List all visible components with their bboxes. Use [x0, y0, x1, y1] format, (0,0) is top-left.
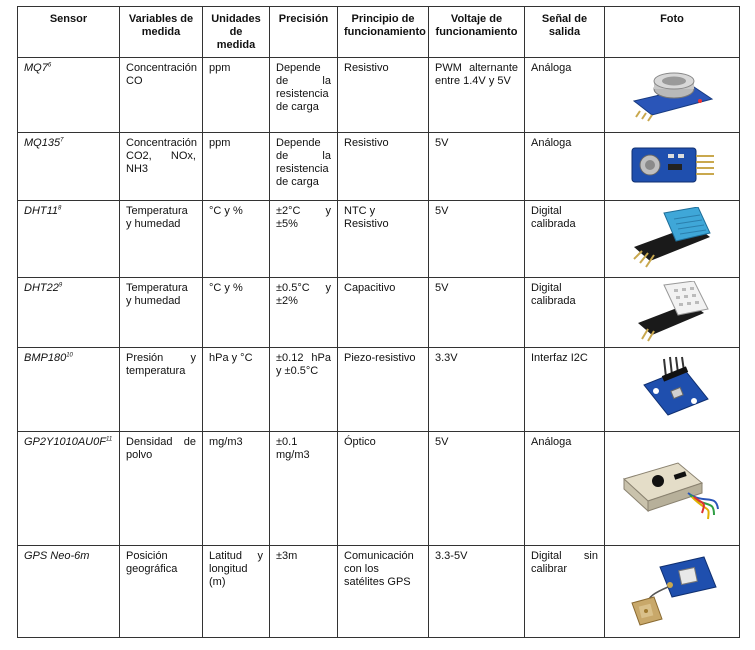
sensor-name-cell: GP2Y1010AU0F11 [17, 430, 120, 546]
reference-number: 6 [47, 61, 52, 68]
sensor-name: MQ135 [24, 136, 61, 149]
precision-cell: ±0.12 hPa y ±0.5°C [269, 346, 338, 432]
header-photo: Foto [604, 6, 740, 58]
reference-number: 10 [66, 351, 73, 358]
sensor-name-cell: BMP18010 [17, 346, 120, 432]
precision-cell: ±3m [269, 544, 338, 638]
sensor-name-cell: DHT118 [17, 199, 120, 278]
bmp180-board-icon [643, 356, 709, 416]
header-principle: Principio de funcionamiento [337, 6, 429, 58]
blue-gas-sensor-board-icon [631, 147, 714, 183]
voltage-cell: 3.3-5V [428, 544, 525, 638]
signal-cell: Digital calibrada [524, 276, 605, 348]
photo-cell [604, 346, 740, 432]
reference-number: 7 [60, 136, 64, 143]
variables-cell: Densidad de polvo [119, 430, 203, 546]
principle-cell: Capacitivo [337, 276, 429, 348]
reference-number: 9 [58, 281, 63, 288]
principle-cell: NTC y Resistivo [337, 199, 429, 278]
table-row: DHT229 Temperatura y humedad °C y % ±0.5… [17, 276, 740, 348]
sensor-name-cell: MQ1357 [17, 131, 120, 201]
voltage-cell: PWM alternante entre 1.4V y 5V [428, 56, 525, 133]
photo-cell [604, 430, 740, 546]
sensor-name-cell: DHT229 [17, 276, 120, 348]
reference-number: 8 [58, 204, 62, 211]
variables-cell: Temperatura y humedad [119, 276, 203, 348]
voltage-cell: 5V [428, 430, 525, 546]
header-voltage: Voltaje de funcionamiento [428, 6, 525, 58]
header-signal: Señal de salida [524, 6, 605, 58]
photo-cell [604, 276, 740, 348]
precision-cell: Depende de la resistencia de carga [269, 56, 338, 133]
units-cell: ppm [202, 131, 270, 201]
signal-cell: Análoga [524, 131, 605, 201]
sensor-name: BMP180 [24, 351, 67, 364]
table-row: GP2Y1010AU0F11 Densidad de polvo mg/m3 ±… [17, 430, 740, 546]
variables-cell: Presión y temperatura [119, 346, 203, 432]
voltage-cell: 5V [428, 276, 525, 348]
sensor-name-cell: GPS Neo-6m [17, 544, 120, 638]
header-sensor: Sensor [17, 6, 120, 58]
table-row: GPS Neo-6m Posición geográfica Latitud y… [17, 544, 740, 638]
units-cell: ppm [202, 56, 270, 133]
photo-cell [604, 56, 740, 133]
signal-cell: Análoga [524, 56, 605, 133]
sensor-name-cell: MQ76 [17, 56, 120, 133]
sensor-name: GP2Y1010AU0F [24, 435, 106, 448]
units-cell: °C y % [202, 276, 270, 348]
voltage-cell: 5V [428, 199, 525, 278]
principle-cell: Comunicación con los satélites GPS [337, 544, 429, 638]
header-precision: Precisión [269, 6, 338, 58]
variables-cell: Temperatura y humedad [119, 199, 203, 278]
variables-cell: Concentración CO2, NOx, NH3 [119, 131, 203, 201]
signal-cell: Interfaz I2C [524, 346, 605, 432]
precision-cell: ±2°C y ±5% [269, 199, 338, 278]
dht11-module-icon [633, 206, 711, 268]
photo-cell [604, 131, 740, 201]
photo-cell [604, 199, 740, 278]
header-variables: Variables de medida [119, 6, 203, 58]
units-cell: Latitud y longitud (m) [202, 544, 270, 638]
mq-gas-sensor-module-icon [632, 72, 714, 122]
table-header-row: Sensor Variables de medida Unidades de m… [17, 6, 740, 58]
sensor-comparison-table: Sensor Variables de medida Unidades de m… [17, 6, 740, 638]
precision-cell: ±0.5°C y ±2% [269, 276, 338, 348]
dht22-module-icon [638, 281, 709, 342]
dust-sensor-icon [623, 462, 719, 520]
units-cell: mg/m3 [202, 430, 270, 546]
signal-cell: Digital calibrada [524, 199, 605, 278]
table-row: MQ76 Concentración CO ppm Depende de la … [17, 56, 740, 133]
precision-cell: Depende de la resistencia de carga [269, 131, 338, 201]
units-cell: hPa y °C [202, 346, 270, 432]
signal-cell: Digital sin calibrar [524, 544, 605, 638]
table-row: DHT118 Temperatura y humedad °C y % ±2°C… [17, 199, 740, 278]
voltage-cell: 3.3V [428, 346, 525, 432]
principle-cell: Piezo-resistivo [337, 346, 429, 432]
photo-cell [604, 544, 740, 638]
sensor-name: DHT11 [24, 204, 59, 217]
table-row: BMP18010 Presión y temperatura hPa y °C … [17, 346, 740, 432]
table-row: MQ1357 Concentración CO2, NOx, NH3 ppm D… [17, 131, 740, 201]
reference-number: 11 [105, 435, 113, 442]
principle-cell: Resistivo [337, 131, 429, 201]
precision-cell: ±0.1 mg/m3 [269, 430, 338, 546]
variables-cell: Posición geográfica [119, 544, 203, 638]
voltage-cell: 5V [428, 131, 525, 201]
principle-cell: Resistivo [337, 56, 429, 133]
variables-cell: Concentración CO [119, 56, 203, 133]
principle-cell: Óptico [337, 430, 429, 546]
gps-module-antenna-icon [631, 556, 717, 626]
sensor-name: DHT22 [24, 281, 59, 294]
sensor-name: MQ7 [24, 61, 48, 74]
sensor-name: GPS Neo-6m [24, 549, 90, 562]
header-units: Unidades de medida [202, 6, 270, 58]
units-cell: °C y % [202, 199, 270, 278]
signal-cell: Análoga [524, 430, 605, 546]
